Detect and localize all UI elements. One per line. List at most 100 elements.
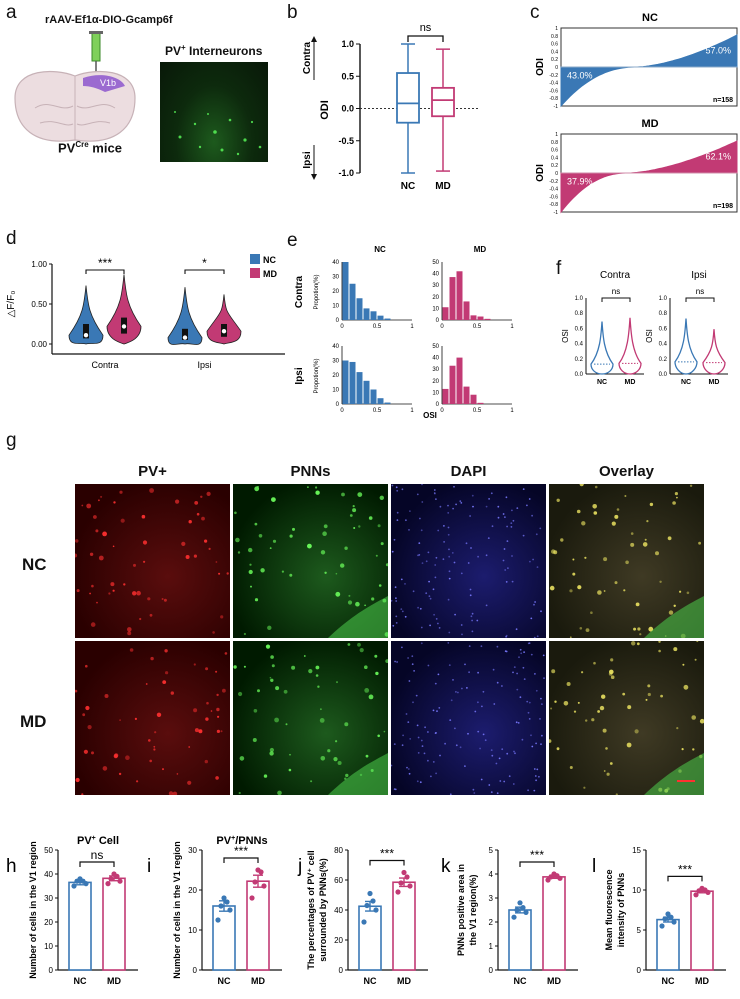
e-ytick: 0 xyxy=(336,402,340,408)
bottom-ytick: 40 xyxy=(44,870,53,879)
row-label-md: MD xyxy=(20,712,47,731)
f-xtick: MD xyxy=(709,379,720,386)
bottom-xtick: NC xyxy=(364,976,377,986)
d-sig: * xyxy=(202,256,207,270)
f-ytick: 0.8 xyxy=(659,311,668,317)
c-ytick: 1 xyxy=(555,26,558,32)
f-ytick: 0.4 xyxy=(659,342,668,348)
d-legend-md-swatch xyxy=(250,268,260,278)
f-title-ipsi: Ipsi xyxy=(691,270,707,281)
c-neg-pct-nc: 43.0% xyxy=(567,71,593,81)
e-ylabel-ipsi: Propotion(%) xyxy=(314,358,320,393)
c-ytick: -1 xyxy=(554,104,559,110)
f-ytick: 0.4 xyxy=(575,342,584,348)
f-xtick: NC xyxy=(681,379,691,386)
panel-i-point xyxy=(215,917,221,923)
c-ytick: 0.2 xyxy=(551,57,558,63)
e-row-ipsi: Ipsi xyxy=(294,367,305,384)
bottom-xtick: MD xyxy=(397,976,411,986)
b-ytick: 1.0 xyxy=(341,39,354,49)
panel-j-ylabel-2: surrounded by PNNs(%) xyxy=(318,858,328,962)
bottom-ytick: 40 xyxy=(334,906,343,915)
b-sig-bracket xyxy=(407,35,444,42)
panel-h-ylabel: Number of cells in the V1 region xyxy=(28,841,38,979)
e-ytick: 40 xyxy=(432,272,439,278)
e-ipsi-nc-bar xyxy=(377,398,384,404)
e-xtick: 0 xyxy=(340,324,344,330)
c-ytick: -1 xyxy=(554,210,559,216)
e-ytick: 40 xyxy=(332,260,339,266)
e-ipsi-nc-bar xyxy=(356,372,363,404)
c-title-md: MD xyxy=(641,118,658,130)
bottom-ytick: 1 xyxy=(489,942,494,951)
panel-i-label: i xyxy=(147,856,151,877)
c-ytick: -0.2 xyxy=(549,179,558,185)
syringe-icon xyxy=(89,31,103,76)
c-ytick: -0.4 xyxy=(549,187,558,193)
e-contra-md-bar xyxy=(463,301,470,320)
col-label-dapi: DAPI xyxy=(450,463,487,480)
bottom-ytick: 0 xyxy=(489,966,494,975)
panel-k-point xyxy=(517,900,523,906)
e-ipsi-md-bar xyxy=(442,388,449,404)
e-contra-nc-bar xyxy=(363,308,370,320)
panel-j-point xyxy=(395,889,401,895)
d-legend-nc: NC xyxy=(263,255,276,265)
e-ytick: 20 xyxy=(432,379,439,385)
f-sig: ns xyxy=(612,287,620,296)
bottom-xtick: NC xyxy=(662,976,675,986)
pv-interneuron-image xyxy=(160,62,268,162)
f-ytick: 0.8 xyxy=(575,311,584,317)
v1-region xyxy=(83,75,125,92)
bottom-ytick: 0 xyxy=(637,966,642,975)
mouse-label: PVCre mice xyxy=(58,140,122,156)
d-ylabel: △F/F₀ xyxy=(6,291,17,318)
panel-j-point xyxy=(364,902,370,909)
d-violin xyxy=(167,287,203,345)
panel-l-ylabel-2: intensity of PNNs xyxy=(616,873,626,948)
bottom-ytick: 10 xyxy=(632,886,641,895)
e-xtick: 0.5 xyxy=(373,408,382,414)
e-xtick: 0 xyxy=(340,408,344,414)
e-contra-md-bar xyxy=(449,277,456,320)
e-ytick: 10 xyxy=(432,390,439,396)
col-label-overlay: Overlay xyxy=(598,463,655,480)
c-ytick: -0.8 xyxy=(549,96,558,102)
panel-i-point xyxy=(261,883,267,889)
f-ytick: 0.6 xyxy=(659,326,668,332)
panel-k-point xyxy=(514,907,520,913)
e-contra-nc-bar xyxy=(342,262,349,320)
col-label-pv: PV+ xyxy=(138,463,167,480)
panel-h-label: h xyxy=(6,856,17,877)
panel-l-point xyxy=(699,885,705,891)
e-contra-md-bar xyxy=(470,315,477,320)
f-ytick: 0.6 xyxy=(575,326,584,332)
panel-l-bar-md xyxy=(690,890,714,971)
e-ytick: 40 xyxy=(432,356,439,362)
f-xtick: NC xyxy=(597,379,607,386)
e-ipsi-nc-bar xyxy=(370,389,377,404)
e-ytick: 50 xyxy=(432,260,439,266)
f-violin-ipsi xyxy=(702,329,726,375)
bottom-ytick: 80 xyxy=(334,846,343,855)
f-ytick: 0.2 xyxy=(659,357,668,363)
e-ipsi-md-bar xyxy=(449,365,456,404)
f-title-contra: Contra xyxy=(600,270,630,281)
panel-l-sig-bracket xyxy=(667,875,703,882)
e-ytick: 20 xyxy=(332,373,339,379)
e-contra-md-bar xyxy=(477,316,484,320)
panel-k-point xyxy=(523,909,529,915)
e-ytick: 0 xyxy=(436,318,440,324)
panel-e-osi-histograms: NC MD Contra Ipsi Propotion(%) Propotion(%) 40… xyxy=(294,245,514,420)
e-contra-nc-bar xyxy=(384,318,391,320)
e-title-md: MD xyxy=(474,245,487,254)
panel-l-ylabel-1: Mean fluorescence xyxy=(604,869,614,950)
panel-j-point xyxy=(367,890,373,897)
panel-h-sig-bracket xyxy=(79,861,115,867)
c-n-nc: n=158 xyxy=(713,97,733,104)
c-pos-pct-nc: 57.0% xyxy=(705,45,731,55)
e-xtick: 1 xyxy=(410,324,414,330)
panel-h-point xyxy=(108,876,114,882)
e-ytick: 50 xyxy=(432,344,439,350)
